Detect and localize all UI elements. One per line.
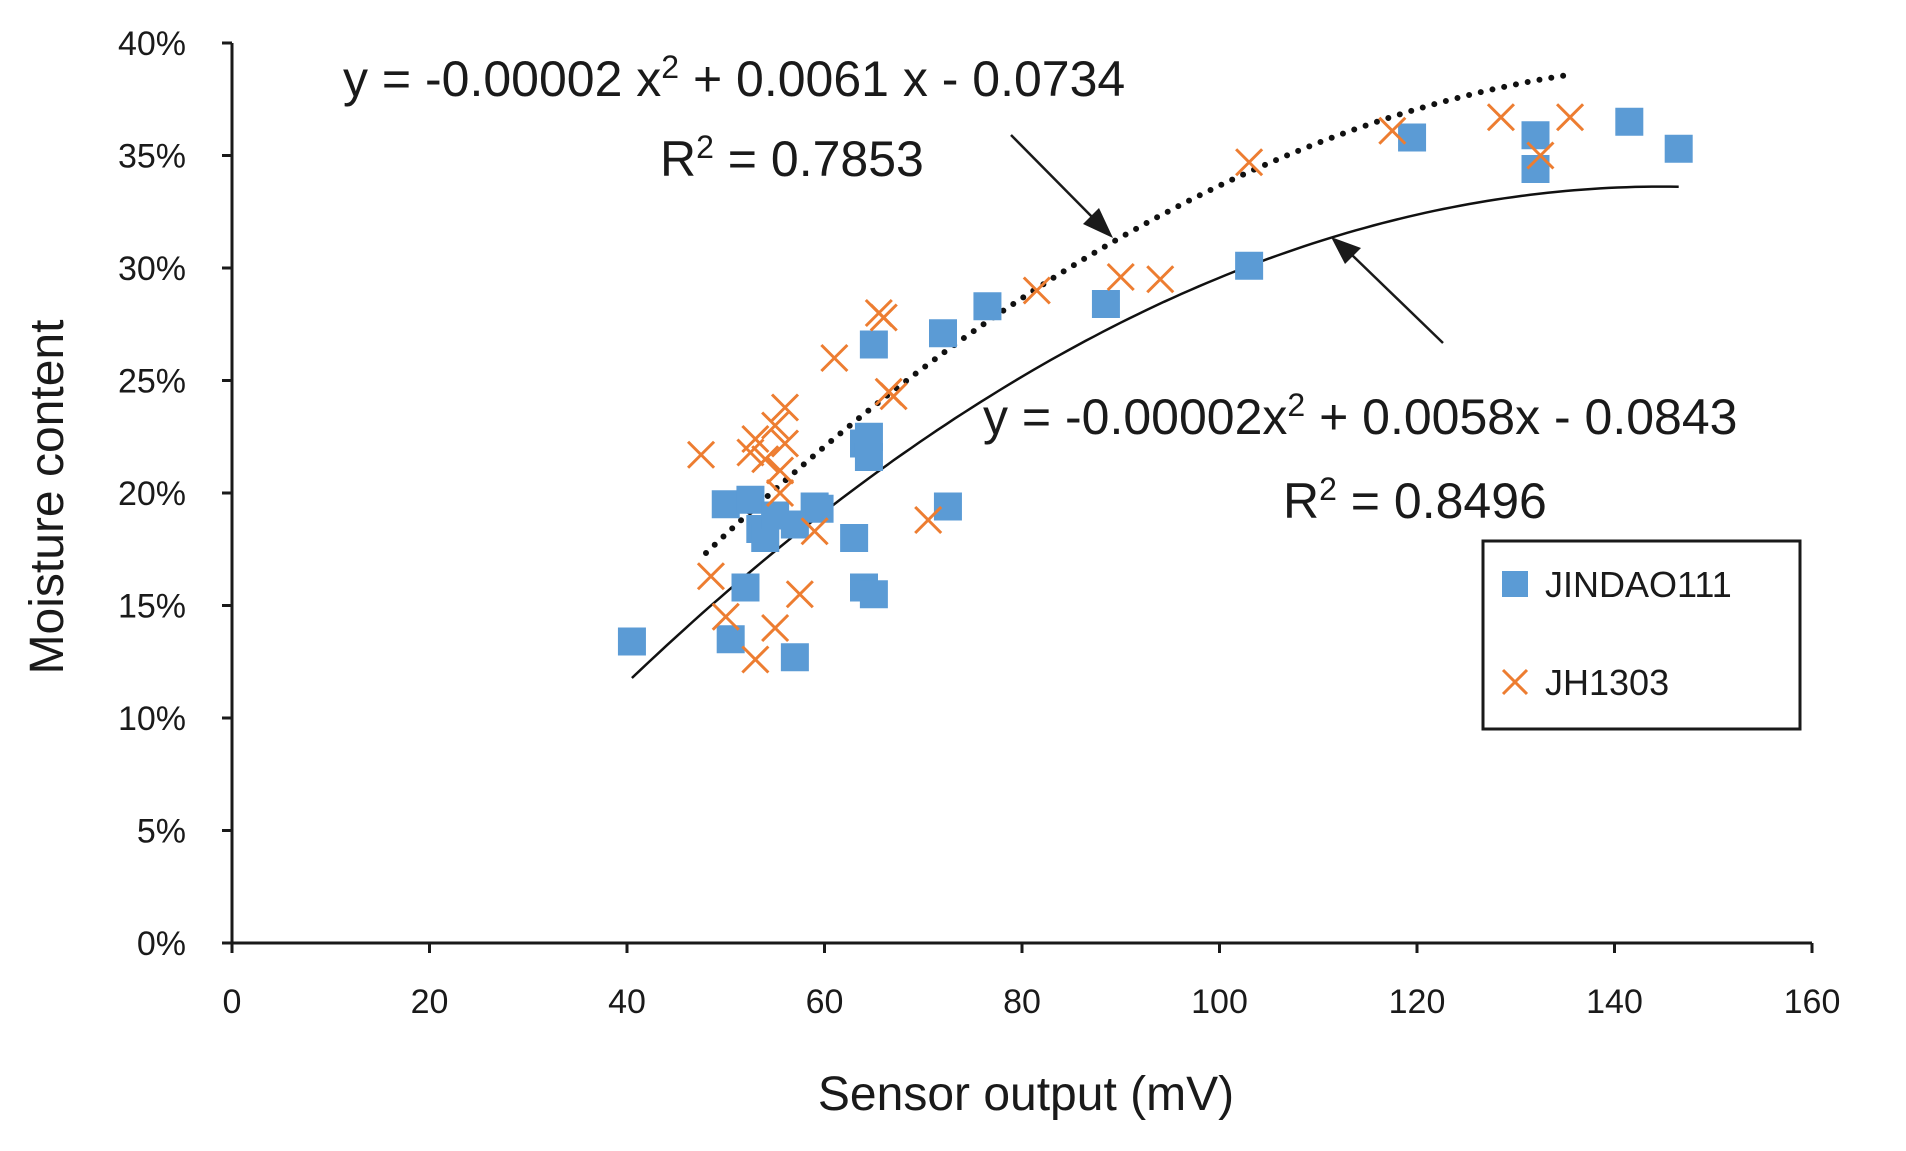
data-point-jindao111 bbox=[929, 319, 957, 348]
legend-label-jh1303: JH1303 bbox=[1545, 662, 1669, 703]
data-point-jindao111 bbox=[731, 573, 760, 602]
data-point-jindao111 bbox=[854, 443, 883, 471]
data-point-jindao111 bbox=[617, 627, 646, 656]
y-tick-label: 0% bbox=[137, 925, 186, 963]
data-point-jh1303 bbox=[800, 517, 829, 546]
y-tick-label: 35% bbox=[118, 138, 186, 176]
legend-marker-jh1303 bbox=[1501, 668, 1529, 696]
x-tick-label: 160 bbox=[1784, 983, 1841, 1021]
data-point-jindao111 bbox=[859, 580, 888, 609]
annotation-arrowhead-jindao111 bbox=[1331, 237, 1361, 264]
y-tick-label: 25% bbox=[118, 363, 186, 401]
data-point-jh1303 bbox=[711, 602, 740, 631]
x-tick-label: 20 bbox=[411, 983, 449, 1021]
data-point-jindao111 bbox=[1615, 107, 1644, 136]
data-point-jindao111 bbox=[1664, 134, 1693, 163]
y-tick-label: 15% bbox=[118, 588, 186, 626]
legend-label-jindao111: JINDAO111 bbox=[1545, 564, 1732, 605]
points-layer bbox=[617, 103, 1693, 674]
y-tick-label: 30% bbox=[118, 250, 186, 288]
data-point-jh1303 bbox=[766, 478, 795, 508]
data-point-jh1303 bbox=[785, 580, 814, 609]
trendline-equation-jh1303: y = -0.00002 x2 + 0.0061 x - 0.0734 bbox=[343, 49, 1125, 107]
x-axis-title: Sensor output (mV) bbox=[818, 1068, 1234, 1121]
data-point-jh1303 bbox=[820, 343, 849, 373]
data-point-jindao111 bbox=[1235, 251, 1264, 280]
y-tick-label: 5% bbox=[137, 813, 186, 851]
data-point-jindao111 bbox=[736, 485, 765, 514]
tick-layer: 0 20 40 60 80 100 120 140 160 0% 5% 10% 15% 20% 25% 30%… bbox=[118, 25, 1840, 1021]
data-point-jh1303 bbox=[766, 456, 795, 485]
legend: JINDAO111 JH1303 bbox=[1481, 539, 1802, 731]
legend-box bbox=[1481, 539, 1802, 731]
data-point-jindao111 bbox=[711, 490, 740, 519]
data-point-jindao111 bbox=[859, 330, 888, 359]
data-point-jh1303 bbox=[1022, 276, 1051, 305]
data-point-jh1303 bbox=[1106, 262, 1135, 292]
data-point-jindao111 bbox=[933, 492, 962, 521]
data-point-jindao111 bbox=[805, 494, 834, 523]
data-point-jh1303 bbox=[1555, 103, 1585, 132]
trendline-r2-jindao111: R2 = 0.8496 bbox=[1283, 471, 1547, 529]
annotation-arrowhead-jh1303 bbox=[1083, 208, 1113, 238]
data-point-jh1303 bbox=[869, 303, 898, 332]
data-point-jh1303 bbox=[770, 429, 800, 458]
annotation-arrow-jindao111 bbox=[1351, 254, 1444, 344]
x-tick-label: 120 bbox=[1389, 983, 1446, 1021]
data-point-jh1303 bbox=[741, 645, 770, 674]
data-point-jindao111 bbox=[716, 625, 745, 654]
x-tick-label: 40 bbox=[608, 983, 646, 1021]
data-point-jh1303 bbox=[914, 505, 943, 535]
data-point-jindao111 bbox=[1521, 121, 1550, 150]
axes-layer bbox=[230, 43, 1812, 945]
data-point-jh1303 bbox=[761, 613, 790, 643]
data-point-jindao111 bbox=[1091, 290, 1120, 318]
data-point-jh1303 bbox=[741, 424, 770, 454]
trendline-equation-jindao111: y = -0.00002x2 + 0.0058x - 0.0843 bbox=[983, 387, 1737, 445]
y-tick-label: 10% bbox=[118, 700, 186, 738]
y-tick-label: 20% bbox=[118, 475, 186, 513]
trendline-jh1303 bbox=[703, 72, 1569, 556]
data-point-jh1303 bbox=[696, 562, 725, 591]
data-point-jh1303 bbox=[751, 445, 780, 474]
data-point-jh1303 bbox=[1146, 265, 1175, 294]
data-point-jindao111 bbox=[1398, 123, 1427, 152]
data-point-jindao111 bbox=[780, 643, 809, 672]
data-point-jindao111 bbox=[840, 524, 869, 552]
y-axis-title: Moisture content bbox=[21, 320, 74, 675]
legend-marker-jindao111 bbox=[1502, 571, 1528, 597]
x-tick-label: 60 bbox=[806, 983, 844, 1021]
x-tick-label: 0 bbox=[223, 983, 242, 1021]
trendline-r2-jh1303: R2 = 0.7853 bbox=[660, 129, 924, 187]
data-point-jh1303 bbox=[761, 411, 790, 440]
annotation-arrow-jh1303 bbox=[1010, 134, 1101, 226]
data-point-jh1303 bbox=[1526, 141, 1555, 170]
data-point-jh1303 bbox=[1486, 103, 1516, 132]
data-point-jh1303 bbox=[770, 393, 800, 422]
x-tick-label: 80 bbox=[1003, 983, 1041, 1021]
y-tick-label: 40% bbox=[118, 25, 186, 63]
x-tick-label: 100 bbox=[1191, 983, 1248, 1021]
data-point-jh1303 bbox=[1378, 116, 1407, 145]
x-tick-label: 140 bbox=[1586, 983, 1643, 1021]
data-point-jh1303 bbox=[687, 440, 716, 469]
data-point-jh1303 bbox=[879, 382, 908, 411]
data-point-jindao111 bbox=[973, 292, 1002, 321]
data-point-jh1303 bbox=[1235, 148, 1264, 177]
